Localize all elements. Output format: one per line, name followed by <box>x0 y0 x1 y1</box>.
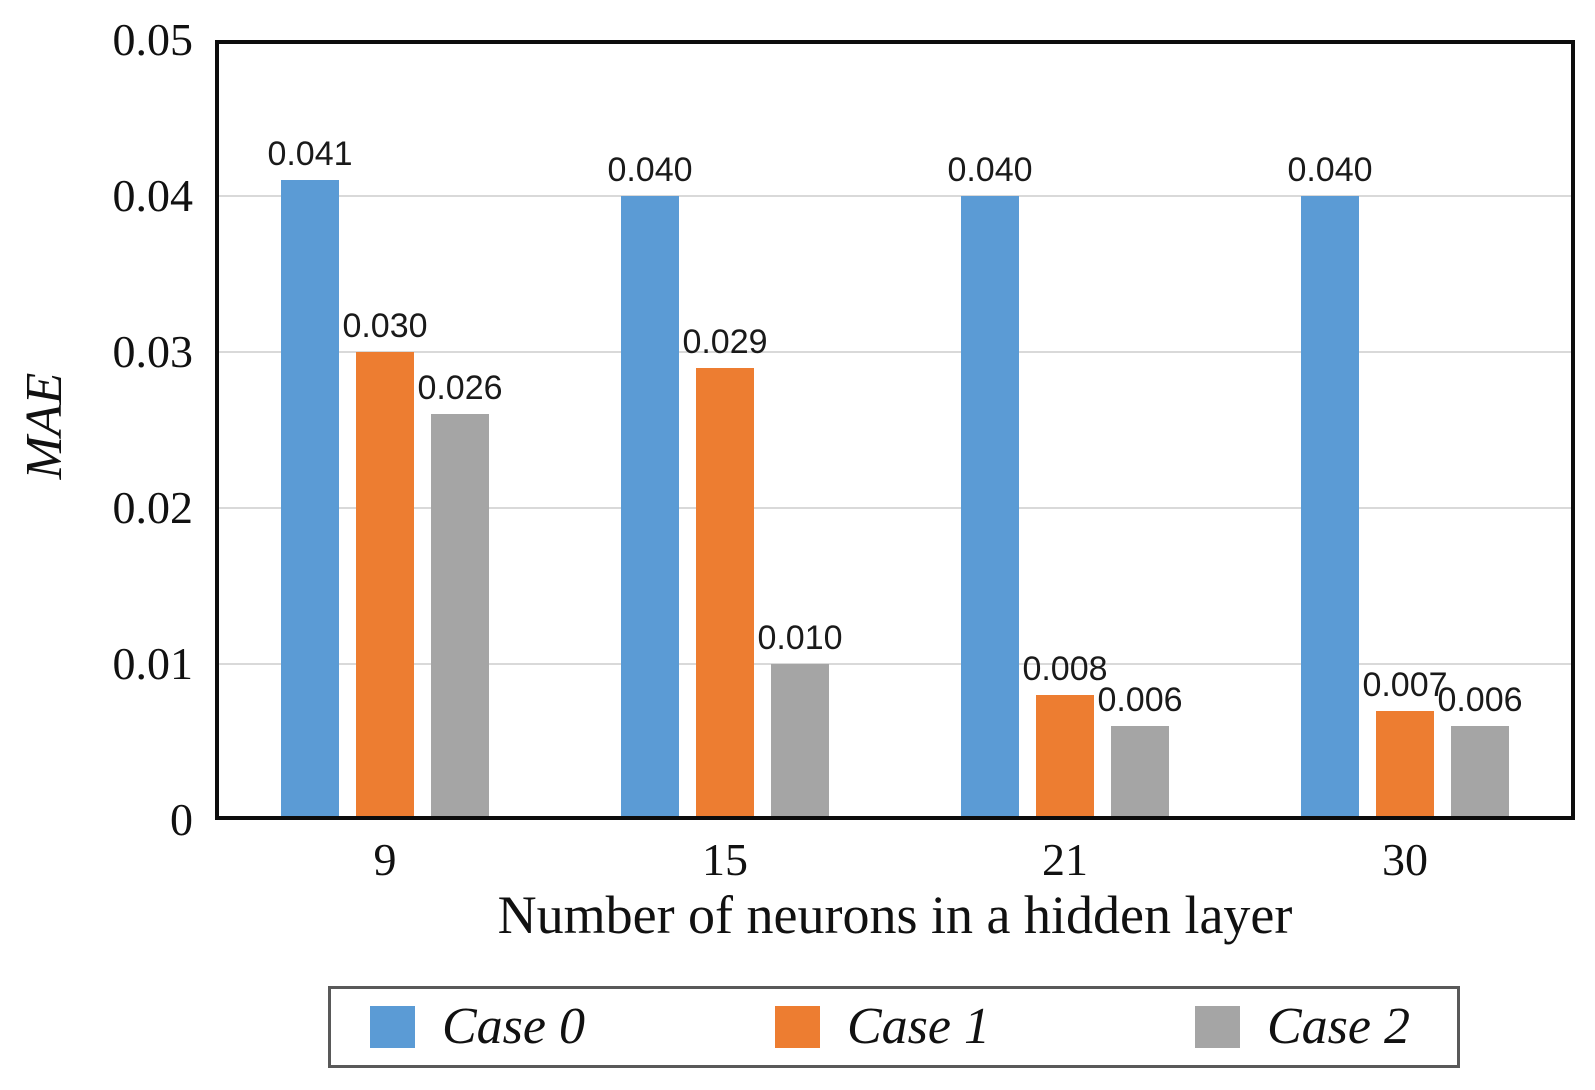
legend-swatch-icon <box>370 1006 415 1048</box>
y-tick-label: 0.01 <box>112 638 194 689</box>
legend-swatch-icon <box>1195 1006 1240 1048</box>
bar <box>961 196 1019 820</box>
x-tick-label: 21 <box>1042 834 1088 885</box>
y-tick-label: 0.04 <box>112 170 194 221</box>
plot-area: 0.041 0.030 0.026 0.040 0.029 0.010 0.040 0.008… <box>215 40 1575 820</box>
bar <box>696 367 754 820</box>
bar-value-label: 0.041 <box>267 135 353 174</box>
legend-item: Case 0 <box>370 989 585 1065</box>
gridline <box>215 351 1575 353</box>
gridline <box>215 663 1575 665</box>
bar-value-label: 0.029 <box>682 322 768 361</box>
legend-item: Case 2 <box>1195 989 1410 1065</box>
bar <box>1301 196 1359 820</box>
y-tick-label: 0.05 <box>112 14 194 65</box>
bar <box>771 664 829 820</box>
y-tick-label: 0 <box>170 794 193 845</box>
x-tick-label: 30 <box>1382 834 1428 885</box>
bar-value-label: 0.040 <box>607 151 693 189</box>
bar <box>1111 726 1169 820</box>
bar-value-label: 0.010 <box>757 619 843 657</box>
bar <box>621 196 679 820</box>
legend-label: Case 1 <box>847 998 990 1055</box>
bar-value-label: 0.026 <box>417 369 503 408</box>
legend-item: Case 1 <box>775 989 990 1065</box>
bar-value-label: 0.007 <box>1362 665 1448 704</box>
bar <box>356 352 414 820</box>
gridline <box>215 507 1575 509</box>
bar <box>1036 695 1094 820</box>
bar <box>1451 726 1509 820</box>
y-tick-label: 0.02 <box>112 482 194 533</box>
bar-value-label: 0.040 <box>1287 151 1373 189</box>
bar-value-label: 0.006 <box>1437 681 1523 720</box>
x-axis-title: Number of neurons in a hidden layer <box>497 885 1293 945</box>
y-tick-label: 0.03 <box>112 326 194 377</box>
x-tick-label: 15 <box>702 834 748 885</box>
bar-value-label: 0.006 <box>1097 681 1183 720</box>
legend: Case 0 Case 1 Case 2 <box>328 986 1460 1068</box>
bar-value-label: 0.030 <box>342 307 428 345</box>
bar <box>1376 710 1434 820</box>
bar <box>431 414 489 820</box>
legend-label: Case 0 <box>442 998 585 1055</box>
bar-value-label: 0.008 <box>1022 650 1108 689</box>
bar-value-label: 0.040 <box>947 151 1033 189</box>
legend-label: Case 2 <box>1267 998 1410 1055</box>
x-tick-label: 9 <box>373 834 397 885</box>
legend-swatch-icon <box>775 1006 820 1048</box>
gridline <box>215 195 1575 197</box>
bar <box>281 180 339 820</box>
